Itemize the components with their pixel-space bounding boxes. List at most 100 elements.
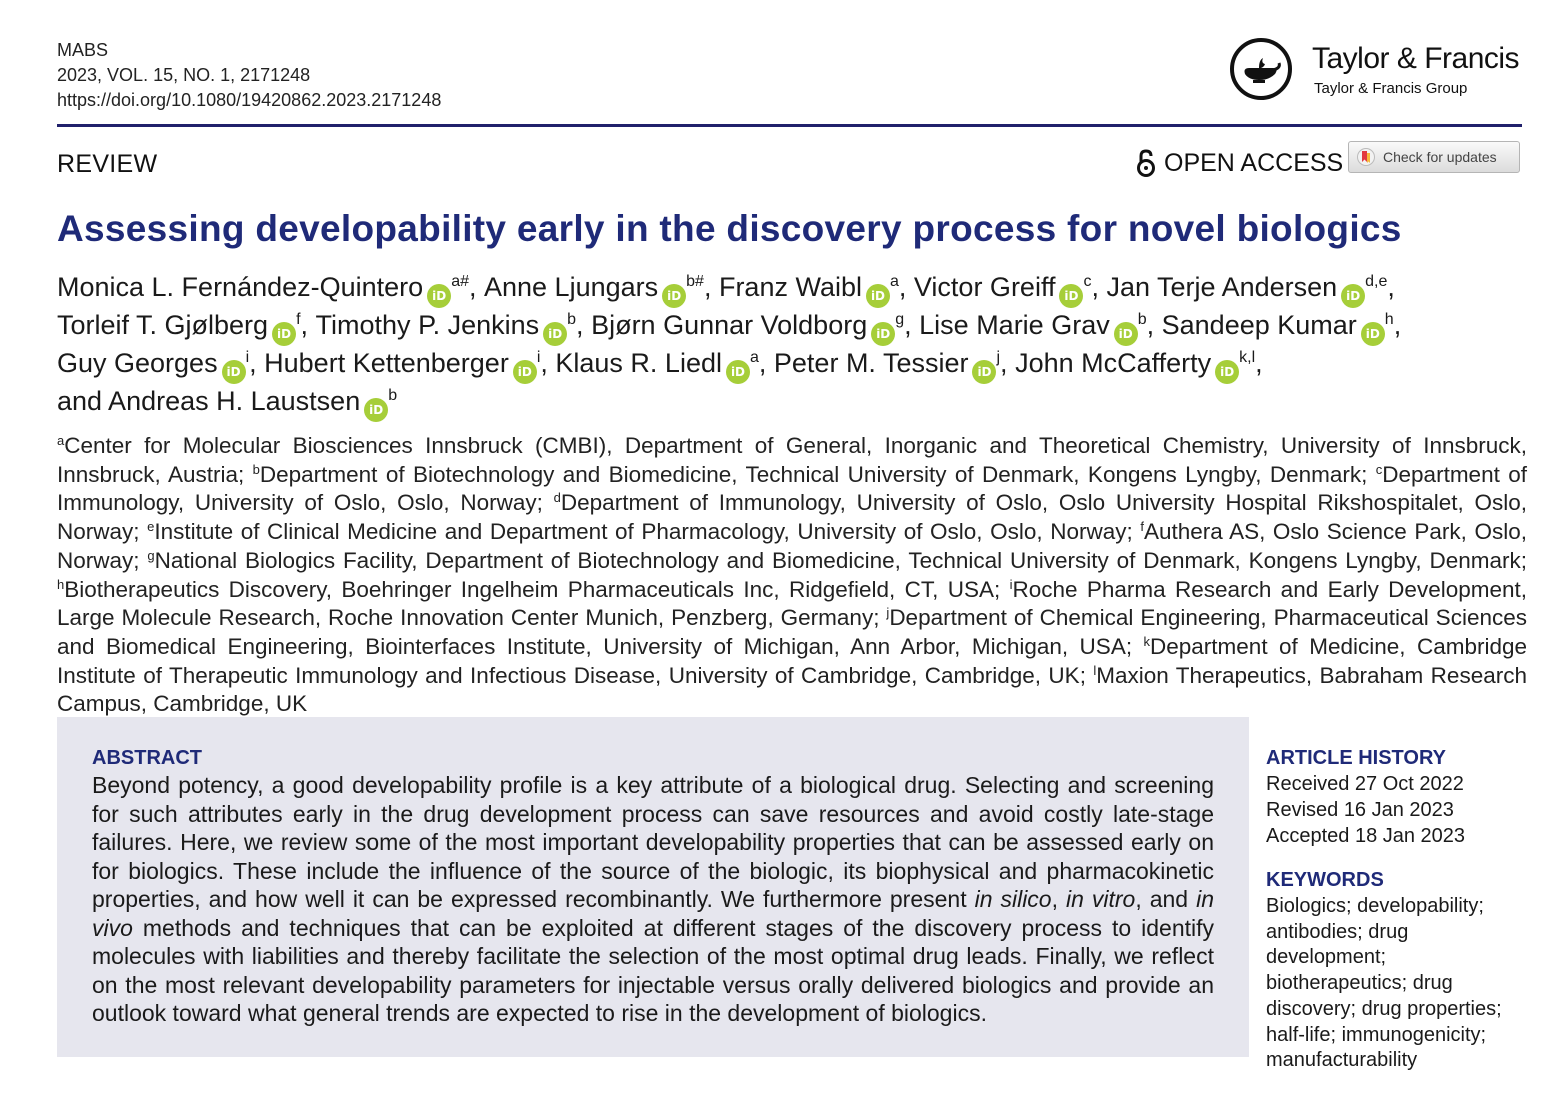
author-entry: Jan Terje Andersen iDd,e, bbox=[1106, 272, 1395, 308]
orcid-icon[interactable]: iD bbox=[1059, 284, 1084, 308]
author-name[interactable]: Guy Georges bbox=[57, 348, 218, 378]
volume-line: 2023, VOL. 15, NO. 1, 2171248 bbox=[57, 65, 311, 85]
author-entry: Timothy P. Jenkins iDb, bbox=[315, 310, 592, 346]
author-name[interactable]: Peter M. Tessier bbox=[773, 348, 969, 378]
author-entry: and Andreas H. Laustsen iDb bbox=[57, 386, 398, 422]
affiliation-text: Department of Biotechnology and Biomedic… bbox=[259, 461, 1376, 487]
keywords-heading: KEYWORDS bbox=[1266, 869, 1384, 891]
orcid-icon[interactable]: iD bbox=[725, 360, 750, 384]
affiliation-text: Biotherapeutics Discovery, Boehringer In… bbox=[64, 576, 1010, 602]
author-separator: , bbox=[1387, 272, 1395, 302]
author-separator: , bbox=[468, 272, 484, 302]
orcid-icon[interactable]: iD bbox=[1360, 322, 1385, 346]
affiliation-mark: k bbox=[1143, 633, 1151, 649]
orcid-icon[interactable]: iD bbox=[1341, 284, 1366, 308]
author-affiliation-mark: k,l bbox=[1239, 349, 1256, 366]
affiliation-text: Roche Pharma Research and Early Developm… bbox=[57, 576, 1528, 631]
author-affiliation-mark: b bbox=[388, 387, 398, 404]
orcid-icon[interactable]: iD bbox=[272, 322, 297, 346]
author-name[interactable]: and Andreas H. Laustsen bbox=[57, 386, 361, 416]
affiliation-mark: j bbox=[886, 605, 890, 621]
abstract-heading: ABSTRACT bbox=[92, 747, 202, 769]
affiliations: aCenter for Molecular Biosciences Innsbr… bbox=[57, 432, 1527, 719]
author-entry: Franz Waibl iDa, bbox=[718, 272, 914, 308]
affiliation-text: Department of Immunology, University of … bbox=[57, 490, 1527, 545]
author-name[interactable]: Anne Ljungars bbox=[484, 272, 659, 302]
article-type: REVIEW bbox=[57, 150, 158, 178]
author-affiliation-mark: a# bbox=[451, 273, 469, 290]
orcid-icon[interactable]: iD bbox=[871, 322, 896, 346]
open-access-text: OPEN ACCESS bbox=[1164, 148, 1344, 177]
article-history: Received 27 Oct 2022 Revised 16 Jan 2023… bbox=[1266, 771, 1465, 849]
author-name[interactable]: Timothy P. Jenkins bbox=[315, 310, 540, 340]
abstract-box bbox=[57, 717, 1249, 1057]
publisher-lamp-icon bbox=[1230, 38, 1292, 100]
header-rule bbox=[57, 124, 1522, 127]
affiliation-mark: l bbox=[1093, 662, 1097, 678]
author-name[interactable]: Bjørn Gunnar Voldborg bbox=[591, 310, 868, 340]
author-name[interactable]: Torleif T. Gjølberg bbox=[57, 310, 269, 340]
affiliation-mark: c bbox=[1375, 461, 1383, 477]
orcid-icon[interactable]: iD bbox=[364, 398, 389, 422]
affiliation-mark: a bbox=[57, 433, 65, 448]
author-separator: , bbox=[1393, 310, 1402, 340]
author-entry: Victor Greiff iDc, bbox=[913, 272, 1107, 308]
author-separator: , bbox=[540, 348, 556, 378]
orcid-icon[interactable]: iD bbox=[1215, 360, 1240, 384]
author-entry: Bjørn Gunnar Voldborg iDg, bbox=[591, 310, 920, 346]
affiliation-text: Center for Molecular Biosciences Innsbru… bbox=[57, 433, 1527, 487]
author-name[interactable]: Jan Terje Andersen bbox=[1106, 272, 1338, 302]
affiliation-text: Department of Chemical Engineering, Phar… bbox=[57, 605, 1527, 659]
author-entry: Peter M. Tessier iDj, bbox=[773, 348, 1016, 384]
author-affiliation-mark: g bbox=[895, 311, 905, 328]
author-name[interactable]: Hubert Kettenberger bbox=[264, 348, 509, 378]
affiliation-mark: h bbox=[57, 576, 65, 592]
affiliation-text: Authera AS, Oslo Science Park, Oslo, Nor… bbox=[57, 519, 1527, 573]
author-name[interactable]: Sandeep Kumar bbox=[1161, 310, 1357, 340]
author-name[interactable]: Victor Greiff bbox=[913, 272, 1056, 302]
article-title: Assessing developability early in the di… bbox=[57, 208, 1402, 249]
orcid-icon[interactable]: iD bbox=[512, 360, 537, 384]
affiliation-mark: e bbox=[147, 519, 155, 535]
author-name[interactable]: Klaus R. Liedl bbox=[555, 348, 722, 378]
author-entry: Monica L. Fernández-Quintero iDa#, bbox=[57, 272, 484, 308]
author-entry: Sandeep Kumar iDh, bbox=[1161, 310, 1402, 346]
article-history-heading: ARTICLE HISTORY bbox=[1266, 747, 1447, 769]
author-entry: Klaus R. Liedl iDa, bbox=[555, 348, 774, 384]
author-separator: , bbox=[904, 310, 920, 340]
affiliation-mark: g bbox=[147, 547, 155, 563]
orcid-icon[interactable]: iD bbox=[543, 322, 568, 346]
author-separator: , bbox=[898, 272, 914, 302]
author-name[interactable]: John McCafferty bbox=[1015, 348, 1212, 378]
open-lock-icon bbox=[1137, 149, 1155, 177]
author-affiliation-mark: b bbox=[567, 311, 577, 328]
orcid-icon[interactable]: iD bbox=[221, 360, 246, 384]
author-name[interactable]: Lise Marie Grav bbox=[919, 310, 1110, 340]
author-separator: , bbox=[1000, 348, 1016, 378]
journal-meta: MABS 2023, VOL. 15, NO. 1, 2171248 https… bbox=[57, 38, 441, 113]
affiliation-mark: b bbox=[252, 461, 260, 477]
doi-link[interactable]: https://doi.org/10.1080/19420862.2023.21… bbox=[57, 90, 442, 110]
affiliation-text: Maxion Therapeutics, Babraham Research C… bbox=[57, 662, 1527, 717]
author-affiliation-mark: i bbox=[536, 349, 541, 366]
orcid-icon[interactable]: iD bbox=[1113, 322, 1138, 346]
affiliation-text: Institute of Clinical Medicine and Depar… bbox=[154, 519, 1141, 545]
author-separator: , bbox=[300, 310, 316, 340]
author-name[interactable]: Monica L. Fernández-Quintero bbox=[57, 272, 424, 302]
bookmark-icon bbox=[1357, 148, 1375, 166]
orcid-icon[interactable]: iD bbox=[865, 284, 890, 308]
orcid-icon[interactable]: iD bbox=[972, 360, 997, 384]
abstract-text: Beyond potency, a good developability pr… bbox=[92, 772, 1214, 1026]
check-updates-button[interactable]: Check for updates bbox=[1348, 141, 1520, 173]
orcid-icon[interactable]: iD bbox=[662, 284, 687, 308]
author-name[interactable]: Franz Waibl bbox=[718, 272, 862, 302]
orcid-icon[interactable]: iD bbox=[427, 284, 452, 308]
author-affiliation-mark: d,e bbox=[1365, 273, 1388, 290]
author-entry: Lise Marie Grav iDb, bbox=[919, 310, 1161, 346]
affiliation-text: Department of Medicine, Cambridge Instit… bbox=[57, 633, 1527, 688]
author-entry: John McCafferty iDk,l, bbox=[1015, 348, 1263, 384]
revised-date: Revised 16 Jan 2023 bbox=[1266, 799, 1454, 821]
author-affiliation-mark: j bbox=[996, 349, 1001, 366]
journal-name: MABS bbox=[57, 40, 109, 60]
affiliation-text: Department of Immunology, University of … bbox=[57, 461, 1527, 516]
